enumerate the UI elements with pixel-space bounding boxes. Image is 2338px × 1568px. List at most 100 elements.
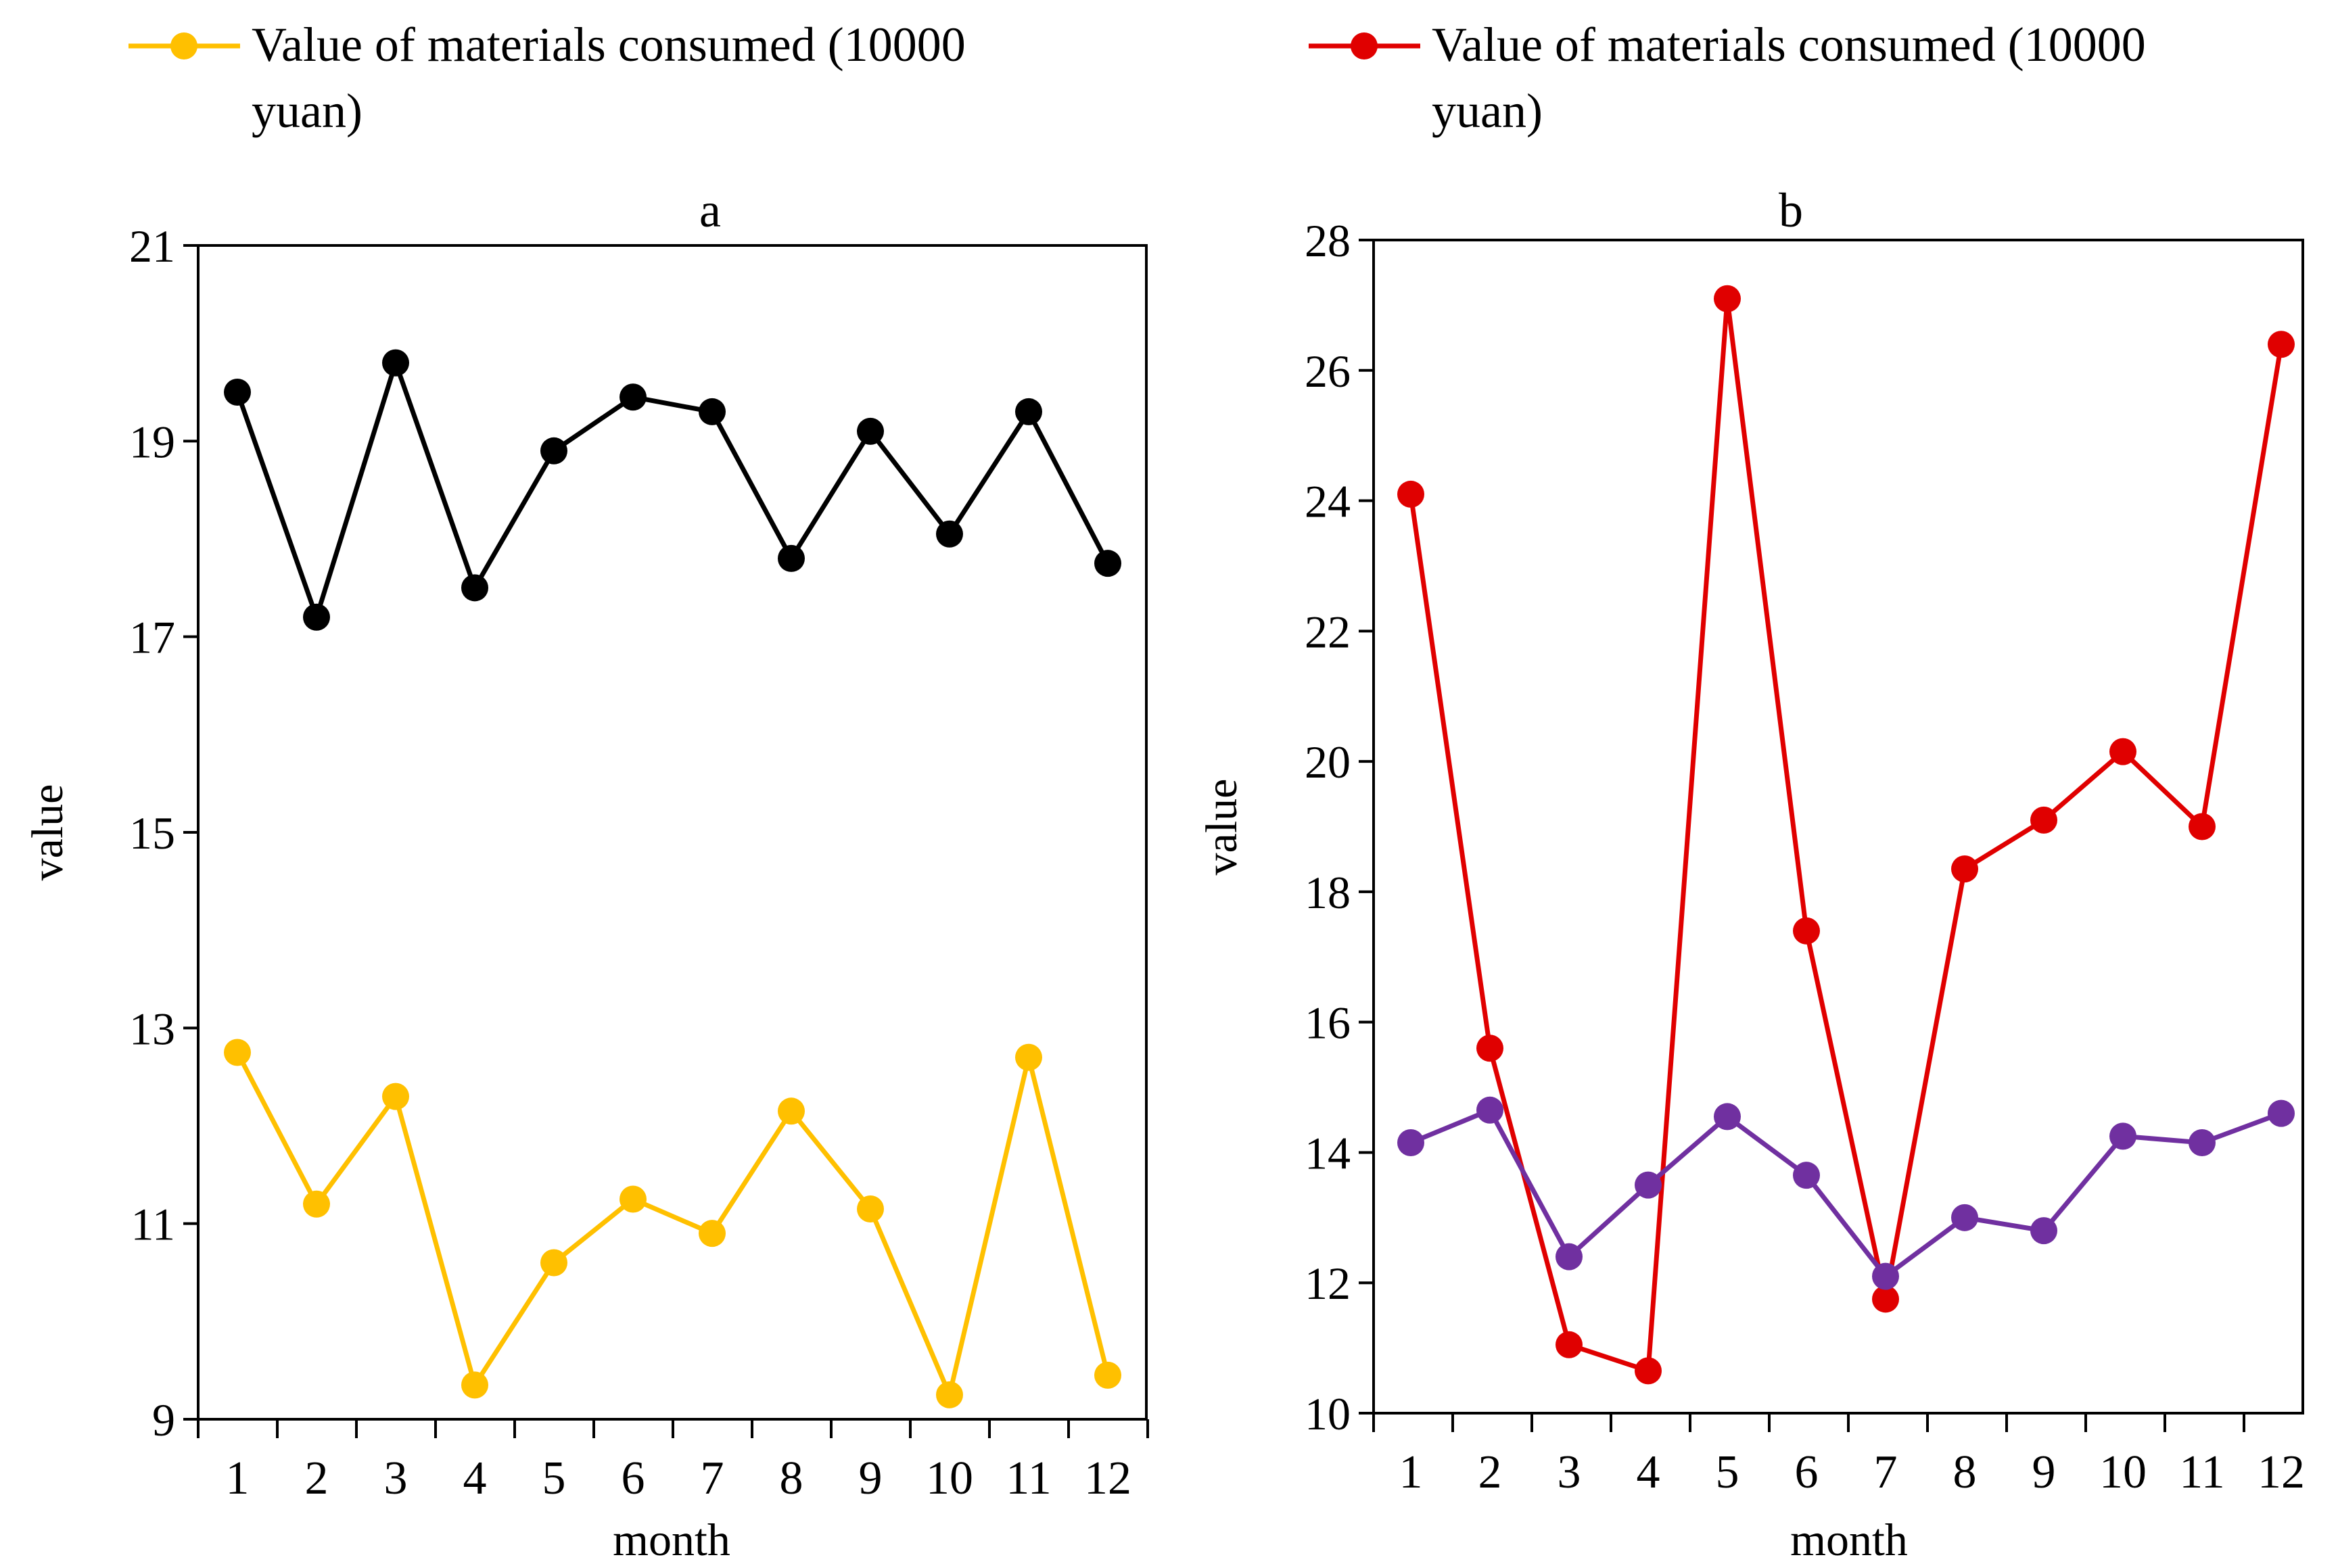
chart-b-xtick-label: 3 (1558, 1446, 1581, 1498)
chart-a-series-2-point (382, 1083, 409, 1110)
chart-b-series-1-point (1476, 1035, 1503, 1062)
chart-b-xtick-label: 12 (2258, 1446, 2305, 1498)
chart-a-series-1-point (303, 603, 330, 631)
chart-b-series-2-point (2030, 1217, 2057, 1245)
chart-b-series-1-point (2030, 806, 2057, 834)
chart-a-xtick-label: 9 (859, 1452, 883, 1504)
chart-a-series-1-point (382, 349, 409, 377)
chart-a-ylabel: value (23, 784, 72, 881)
chart-b-series-2-point (1793, 1162, 1820, 1189)
chart-a-series-2-line (235, 1051, 1110, 1398)
chart-b-series (1397, 285, 2295, 1385)
legend-b-marker (1351, 32, 1378, 60)
chart-a-series-1-line (235, 360, 1110, 620)
chart-b-series-1-point (1872, 1285, 1899, 1313)
chart-a-series-1-point (857, 417, 884, 445)
chart-b-xtick-label: 1 (1399, 1446, 1423, 1498)
chart-a-xtick-label: 6 (622, 1452, 645, 1504)
chart-a-series-2-point (619, 1185, 647, 1213)
chart-a-xtick-label: 12 (1084, 1452, 1131, 1504)
chart-a-series-1-point (1015, 398, 1042, 425)
legend-a: Value of materials consumed (10000 yuan) (128, 18, 966, 138)
chart-a-plot-area (197, 244, 1148, 1421)
chart-b-series-2-point (2268, 1099, 2295, 1127)
chart-b-ytick-label: 24 (1305, 476, 1351, 527)
chart-b-xtick-label: 5 (1716, 1446, 1739, 1498)
chart-b-series-1-point (2109, 738, 2136, 765)
chart-a-series-2-point (857, 1195, 884, 1222)
chart-b-series-2-point (1951, 1204, 1978, 1231)
chart-a-title: a (699, 183, 721, 237)
chart-a-ytick-label: 15 (129, 807, 175, 859)
chart-a-xtick-label: 5 (542, 1452, 566, 1504)
chart-b-xtick-label: 2 (1478, 1446, 1502, 1498)
chart-b-xtick-label: 4 (1637, 1446, 1660, 1498)
chart-a-series-1-point (619, 383, 647, 411)
chart-a-xtick-label: 11 (1006, 1452, 1051, 1504)
chart-b-ytick-label: 16 (1305, 997, 1351, 1049)
chart-b-series-1-point (1793, 917, 1820, 945)
chart-b-xtick-label: 9 (2032, 1446, 2056, 1498)
chart-a-ytick-label: 13 (129, 1003, 175, 1054)
chart-b-series-1-point (1951, 855, 1978, 883)
chart-a-series-1-point (224, 379, 251, 406)
chart-b-ytick-label: 10 (1305, 1388, 1351, 1440)
chart-b-xtick-label: 8 (1953, 1446, 1977, 1498)
chart-a-series-2-point (461, 1371, 488, 1399)
chart-a-series-1-point (540, 437, 567, 465)
chart-b-xtick-label: 10 (2099, 1446, 2147, 1498)
chart-a-xtick-label: 1 (226, 1452, 250, 1504)
chart-a-ytick-label: 21 (129, 220, 175, 272)
chart-a-series-2-point (699, 1220, 726, 1248)
chart-a-xtick-label: 10 (926, 1452, 973, 1504)
chart-b-series-2-point (1476, 1096, 1503, 1124)
chart-b-series-2-point (2189, 1129, 2216, 1156)
chart-a-ytick-label: 17 (129, 612, 175, 663)
chart-b-series-2-point (1714, 1103, 1741, 1131)
chart-b-xlabel: month (1790, 1514, 1908, 1565)
chart-a-series-1-point (778, 544, 805, 572)
chart-b-ylabel: value (1197, 779, 1246, 876)
chart-b-xtick-label: 11 (2179, 1446, 2224, 1498)
chart-b-series-1-point (1714, 285, 1741, 312)
chart-a-series (224, 349, 1121, 1408)
chart-b-series-1-line (1408, 296, 2284, 1373)
legend-a-marker (170, 32, 197, 60)
chart-a-xtick-label: 2 (305, 1452, 329, 1504)
legend-b-label-line1: Value of materials consumed (10000 (1432, 18, 2146, 72)
chart-b-title: b (1779, 183, 1803, 237)
chart-a-ytick-label: 19 (129, 416, 175, 467)
chart-a-series-2-point (778, 1097, 805, 1125)
legend-b: Value of materials consumed (10000 yuan) (1309, 18, 2146, 138)
legend-a-label-line1: Value of materials consumed (10000 (252, 18, 966, 72)
chart-b-series-2-line (1409, 1108, 2283, 1279)
legend-b-label-line2: yuan) (1432, 84, 1543, 138)
chart-a-series-2-point (224, 1039, 251, 1066)
chart-b-ytick-label: 26 (1305, 346, 1351, 397)
chart-a-series-2-point (1015, 1043, 1042, 1071)
chart-b-series-2-point (1397, 1129, 1424, 1156)
chart-b-ytick-label: 22 (1305, 606, 1351, 657)
chart-b-ytick-label: 12 (1305, 1258, 1351, 1309)
chart-b-series-2-point (1872, 1262, 1899, 1290)
chart-a-series-1-point (936, 520, 963, 548)
chart-a-series-1-point (1094, 550, 1121, 577)
chart-a-series-2-point (936, 1381, 963, 1408)
chart-b-xtick-label: 7 (1874, 1446, 1898, 1498)
chart-a-series-2-point (303, 1190, 330, 1218)
chart-a-xtick-label: 8 (780, 1452, 803, 1504)
chart-b-ytick-label: 20 (1305, 736, 1351, 788)
chart-b-ytick-label: 28 (1305, 215, 1351, 266)
chart-b-series-1-point (1397, 480, 1424, 508)
chart-b-series-1-point (2189, 813, 2216, 840)
chart-b-series-1-point (1556, 1331, 1583, 1358)
chart-a-series-2-point (1094, 1361, 1121, 1389)
chart-b-plot-area (1372, 239, 2304, 1415)
chart-b-series-2-point (1635, 1171, 1662, 1199)
chart-a-xlabel: month (613, 1514, 730, 1565)
